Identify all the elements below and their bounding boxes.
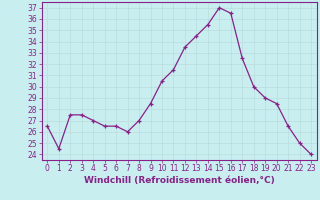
X-axis label: Windchill (Refroidissement éolien,°C): Windchill (Refroidissement éolien,°C)	[84, 176, 275, 185]
